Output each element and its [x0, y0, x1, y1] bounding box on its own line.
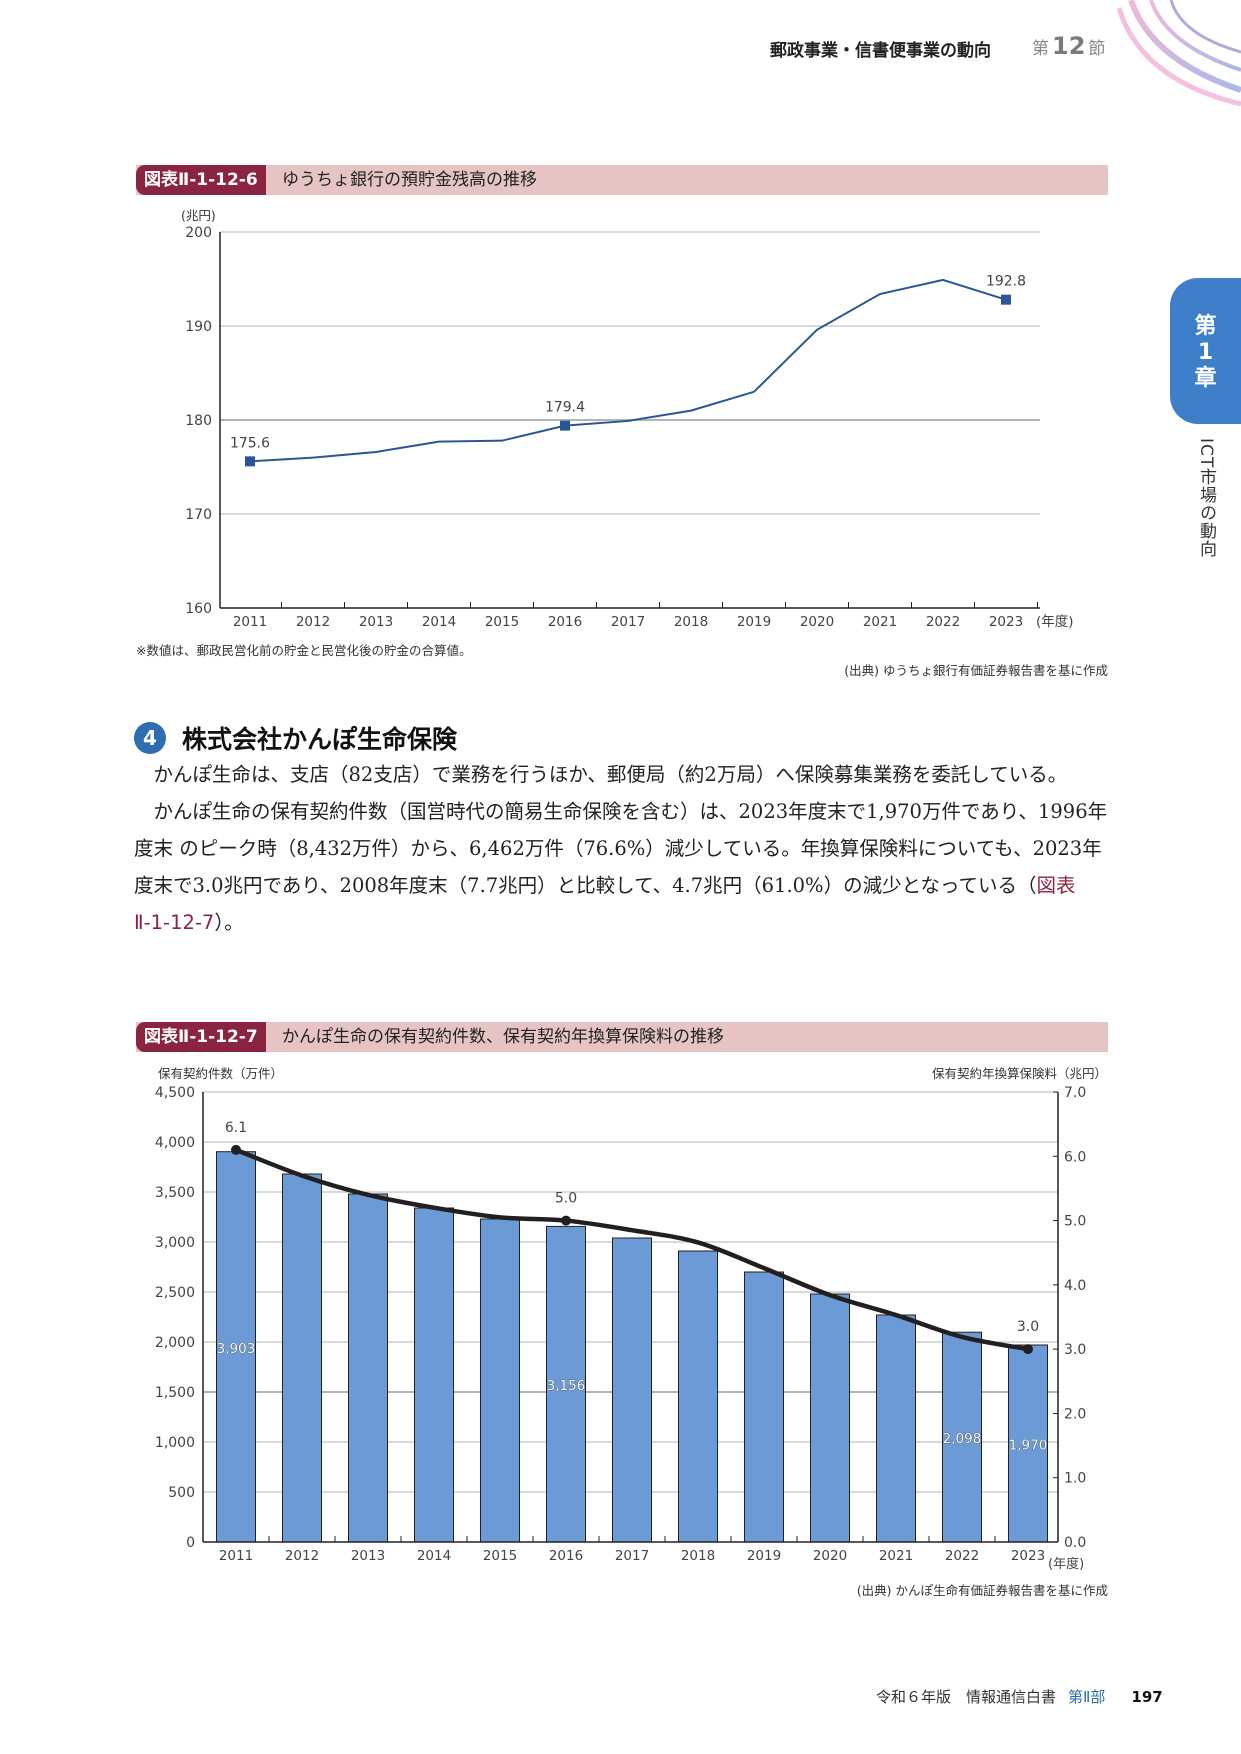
svg-text:(年度): (年度) — [1036, 614, 1074, 630]
chapter-tab-line3: 章 — [1194, 366, 1217, 391]
svg-text:7.0: 7.0 — [1064, 1085, 1086, 1101]
svg-text:2018: 2018 — [674, 614, 708, 630]
figure2-tag: 図表Ⅱ-1-12-7 — [136, 1022, 266, 1052]
chapter-side-title: ICT市場の動向 — [1196, 438, 1216, 559]
svg-text:190: 190 — [185, 319, 212, 335]
svg-text:2016: 2016 — [549, 1548, 583, 1564]
svg-text:2,098: 2,098 — [943, 1431, 982, 1447]
svg-text:3,156: 3,156 — [547, 1378, 586, 1394]
svg-text:179.4: 179.4 — [545, 400, 585, 416]
svg-text:2015: 2015 — [483, 1548, 517, 1564]
figure2-left-axis-label: 保有契約件数（万件） — [158, 1066, 284, 1081]
svg-text:1,500: 1,500 — [155, 1385, 195, 1401]
svg-text:1.0: 1.0 — [1064, 1471, 1086, 1487]
svg-text:2012: 2012 — [296, 614, 330, 630]
section-suffix: 節 — [1088, 39, 1106, 59]
svg-text:2023: 2023 — [989, 614, 1023, 630]
svg-text:2023: 2023 — [1011, 1548, 1045, 1564]
svg-text:6.0: 6.0 — [1064, 1149, 1086, 1165]
body-text: かんぽ生命は、支店（82支店）で業務を行うほか、郵便局（約2万局）へ保険募集業務… — [134, 756, 1110, 941]
figure1-line-chart: 160 170 180 190 200 2011 2012 2013 2014 2015 2016 2… — [185, 225, 1074, 630]
figure1-y-unit: (兆円) — [181, 208, 216, 223]
svg-text:0.0: 0.0 — [1064, 1535, 1086, 1551]
paragraph-1: かんぽ生命は、支店（82支店）で業務を行うほか、郵便局（約2万局）へ保険募集業務… — [153, 763, 1068, 786]
svg-text:3.0: 3.0 — [1017, 1319, 1039, 1335]
svg-text:192.8: 192.8 — [986, 274, 1026, 290]
svg-text:3,000: 3,000 — [155, 1235, 195, 1251]
page-number: 197 — [1131, 1688, 1163, 1706]
svg-text:2017: 2017 — [611, 614, 645, 630]
svg-text:3.0: 3.0 — [1064, 1342, 1086, 1358]
chapter-tab-line2: 1 — [1197, 340, 1214, 365]
svg-text:2.0: 2.0 — [1064, 1406, 1086, 1422]
svg-text:6.1: 6.1 — [225, 1120, 247, 1136]
svg-text:2022: 2022 — [945, 1548, 979, 1564]
svg-text:2020: 2020 — [800, 614, 834, 630]
svg-text:4,500: 4,500 — [155, 1085, 195, 1101]
svg-text:2018: 2018 — [681, 1548, 715, 1564]
figure2-bar-line-chart: 0 500 1,000 1,500 2,000 2,500 3,000 3,500 4,000 4… — [155, 1085, 1086, 1572]
svg-text:2016: 2016 — [548, 614, 582, 630]
svg-text:2013: 2013 — [359, 614, 393, 630]
svg-text:160: 160 — [185, 601, 212, 617]
figure2-right-axis-label: 保有契約年換算保険料（兆円） — [931, 1066, 1107, 1081]
running-header-title: 郵政事業・信書便事業の動向 — [770, 41, 991, 61]
svg-text:5.0: 5.0 — [555, 1191, 577, 1207]
figure2-header: 図表Ⅱ-1-12-7 かんぽ生命の保有契約件数、保有契約年換算保険料の推移 — [136, 1022, 1108, 1052]
paragraph-2-end: ）。 — [214, 911, 244, 934]
chapter-tab: 第 1 章 — [1170, 278, 1241, 424]
svg-text:1,970: 1,970 — [1009, 1438, 1048, 1454]
svg-text:2014: 2014 — [417, 1548, 451, 1564]
footer-part: 第Ⅱ部 — [1068, 1688, 1106, 1706]
svg-text:2,500: 2,500 — [155, 1285, 195, 1301]
page-footer: 令和６年版 情報通信白書 第Ⅱ部 197 — [876, 1686, 1163, 1707]
figure1-header: 図表Ⅱ-1-12-6 ゆうちょ銀行の預貯金残高の推移 — [136, 165, 1108, 195]
svg-text:500: 500 — [168, 1485, 195, 1501]
svg-text:2015: 2015 — [485, 614, 519, 630]
svg-text:200: 200 — [185, 225, 212, 241]
svg-text:2022: 2022 — [926, 614, 960, 630]
svg-text:2020: 2020 — [813, 1548, 847, 1564]
figure2-source: (出典) かんぽ生命有価証券報告書を基に作成 — [856, 1583, 1108, 1598]
chapter-tab-line1: 第 — [1194, 314, 1217, 339]
svg-text:170: 170 — [185, 507, 212, 523]
running-header-section: 第 12 節 — [1032, 32, 1105, 60]
svg-text:2017: 2017 — [615, 1548, 649, 1564]
svg-text:2012: 2012 — [285, 1548, 319, 1564]
svg-text:2011: 2011 — [233, 614, 267, 630]
svg-text:180: 180 — [185, 413, 212, 429]
svg-text:2021: 2021 — [879, 1548, 913, 1564]
svg-text:175.6: 175.6 — [230, 435, 270, 451]
figure-reference-link[interactable]: 図表Ⅱ-1-12-7 — [134, 874, 1076, 934]
figure2-title: かんぽ生命の保有契約件数、保有契約年換算保険料の推移 — [282, 1027, 724, 1047]
paragraph-2-text: かんぽ生命の保有契約件数（国営時代の簡易生命保険を含む）は、2023年度末で1,… — [134, 800, 1108, 897]
svg-text:4.0: 4.0 — [1064, 1278, 1086, 1294]
section-number-badge: 4 — [134, 722, 166, 754]
section-number: 12 — [1052, 32, 1086, 60]
svg-text:1,000: 1,000 — [155, 1435, 195, 1451]
svg-text:4,000: 4,000 — [155, 1135, 195, 1151]
section-prefix: 第 — [1032, 39, 1049, 59]
svg-text:2019: 2019 — [737, 614, 771, 630]
svg-text:3,903: 3,903 — [217, 1341, 256, 1357]
figure1-source: (出典) ゆうちょ銀行有価証券報告書を基に作成 — [844, 663, 1108, 678]
figure1-tag: 図表Ⅱ-1-12-6 — [136, 165, 266, 195]
svg-text:2,000: 2,000 — [155, 1335, 195, 1351]
figure1-note: ※数値は、郵政民営化前の貯金と民営化後の貯金の合算値。 — [136, 643, 472, 658]
decorative-arc-icon — [1116, 0, 1241, 107]
svg-text:2013: 2013 — [351, 1548, 385, 1564]
section-title: 株式会社かんぽ生命保険 — [182, 725, 458, 754]
svg-text:2021: 2021 — [863, 614, 897, 630]
svg-text:(年度): (年度) — [1048, 1556, 1084, 1572]
svg-text:2019: 2019 — [747, 1548, 781, 1564]
figure1-title: ゆうちょ銀行の預貯金残高の推移 — [282, 170, 537, 190]
svg-text:0: 0 — [186, 1535, 195, 1551]
svg-text:5.0: 5.0 — [1064, 1214, 1086, 1230]
svg-text:2011: 2011 — [219, 1548, 253, 1564]
footer-publication: 令和６年版 情報通信白書 — [876, 1688, 1057, 1706]
paragraph-2: かんぽ生命の保有契約件数（国営時代の簡易生命保険を含む）は、2023年度末で1,… — [134, 793, 1110, 941]
svg-text:2014: 2014 — [422, 614, 456, 630]
svg-text:3,500: 3,500 — [155, 1185, 195, 1201]
